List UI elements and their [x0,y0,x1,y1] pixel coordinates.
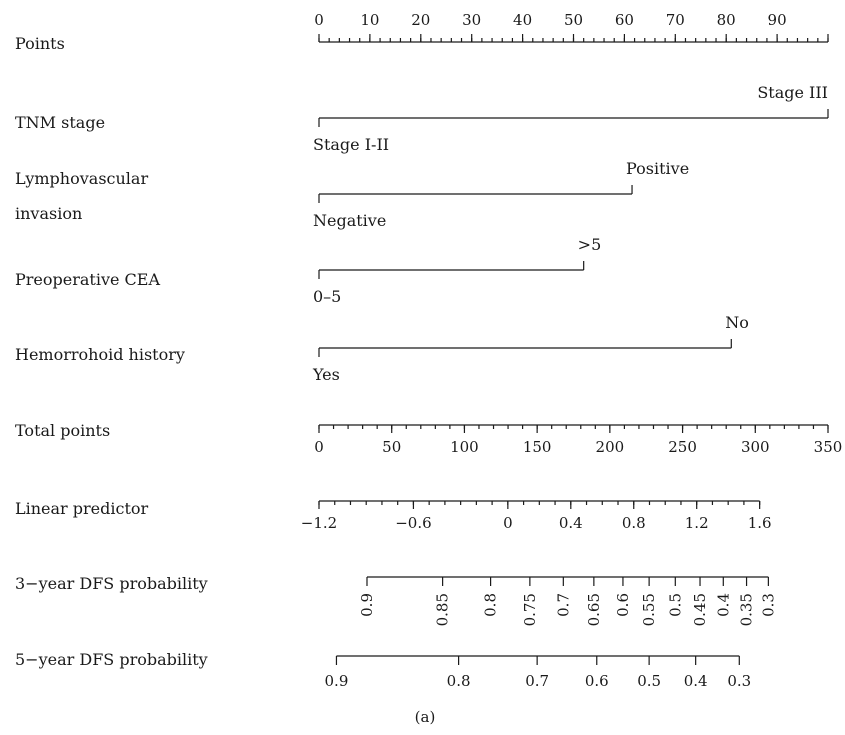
tick-label-points: 60 [615,11,634,29]
row-label-dfs3: 3−year DFS probability [15,574,208,593]
tick-label-dfs5: 0.8 [447,672,471,690]
tick-label-dfs3: 0.55 [640,593,658,626]
tick-label-total: 100 [450,438,479,456]
category-label-hemorrhoid: No [725,313,749,332]
row-tnm: TNM stage Stage I-II Stage III [15,83,829,154]
tick-label-points: 40 [513,11,532,29]
tick-label-total: 350 [814,438,843,456]
row-label-lvi: invasion [15,204,82,223]
tick-label-points: 0 [314,11,324,29]
nomogram-rows: Points 0 10 20 30 40 50 60 70 80 90 TNM stage Stage … [15,11,842,690]
tick-label-dfs3: 0.6 [614,593,632,617]
tick-label-dfs3: 0.3 [759,593,777,617]
row-points: Points 0 10 20 30 40 50 60 70 80 90 [15,11,829,53]
tick-label-lp: 0.4 [559,514,583,532]
row-dfs5: 5−year DFS probability 0.9 0.8 0.7 0.6 0.5 0.4… [15,650,751,690]
row-lvi: Lymphovascular invasion Negative Positive [15,159,689,230]
tick-label-dfs3: 0.85 [434,593,452,626]
tick-label-dfs3: 0.75 [521,593,539,626]
tick-label-total: 250 [668,438,697,456]
tick-label-dfs3: 0.8 [482,593,500,617]
tick-label-dfs3: 0.9 [358,593,376,617]
tick-label-total: 0 [314,438,324,456]
tick-label-total: 150 [523,438,552,456]
row-label-tnm: TNM stage [15,113,105,132]
tick-label-total: 300 [741,438,770,456]
figure-caption: (a) [415,708,436,726]
tick-label-lp: 1.6 [748,514,772,532]
row-label-total: Total points [15,421,110,440]
tick-label-lp: −0.6 [395,514,431,532]
tick-label-dfs3: 0.7 [554,593,572,617]
category-label-cea: >5 [578,235,602,254]
tick-label-dfs5: 0.4 [684,672,708,690]
tick-label-lp: −1.2 [301,514,337,532]
tick-label-dfs3: 0.4 [714,593,732,617]
category-label-hemorrhoid: Yes [312,365,340,384]
row-label-lvi: Lymphovascular [15,169,148,188]
row-total: Total points 0 50 100 150 200 250 300 350 [15,421,842,456]
category-label-tnm: Stage I-II [313,135,389,154]
tick-label-dfs5: 0.9 [325,672,349,690]
tick-label-dfs3: 0.65 [585,593,603,626]
tick-label-points: 30 [462,11,481,29]
tick-label-points: 80 [717,11,736,29]
tick-label-dfs5: 0.7 [525,672,549,690]
tick-label-total: 50 [382,438,401,456]
row-lp: Linear predictor −1.2 −0.6 0 0.4 0.8 1.2 1.6 [15,499,772,532]
tick-label-lp: 0.8 [622,514,646,532]
tick-label-dfs5: 0.6 [585,672,609,690]
tick-label-lp: 0 [503,514,513,532]
row-hemorrhoid: Hemorrohoid history Yes No [15,313,749,384]
tick-label-points: 10 [360,11,379,29]
category-label-cea: 0–5 [313,287,341,306]
tick-label-lp: 1.2 [685,514,709,532]
row-label-points: Points [15,34,65,53]
tick-label-dfs3: 0.35 [738,593,756,626]
tick-label-points: 90 [768,11,787,29]
row-dfs3: 3−year DFS probability 0.9 0.85 0.8 0.75 0.7 0… [15,574,777,626]
tick-label-dfs3: 0.45 [691,593,709,626]
row-cea: Preoperative CEA 0–5 >5 [15,235,601,306]
tick-label-points: 70 [666,11,685,29]
row-label-hemorrhoid: Hemorrohoid history [15,345,185,364]
category-label-lvi: Positive [626,159,689,178]
tick-label-dfs5: 0.5 [637,672,661,690]
tick-label-total: 200 [596,438,625,456]
tick-label-dfs3: 0.5 [666,593,684,617]
row-label-cea: Preoperative CEA [15,270,160,289]
row-label-lp: Linear predictor [15,499,149,518]
tick-label-dfs5: 0.3 [727,672,751,690]
category-label-lvi: Negative [313,211,386,230]
tick-label-points: 50 [564,11,583,29]
tick-label-points: 20 [411,11,430,29]
category-label-tnm: Stage III [757,83,828,102]
row-label-dfs5: 5−year DFS probability [15,650,208,669]
